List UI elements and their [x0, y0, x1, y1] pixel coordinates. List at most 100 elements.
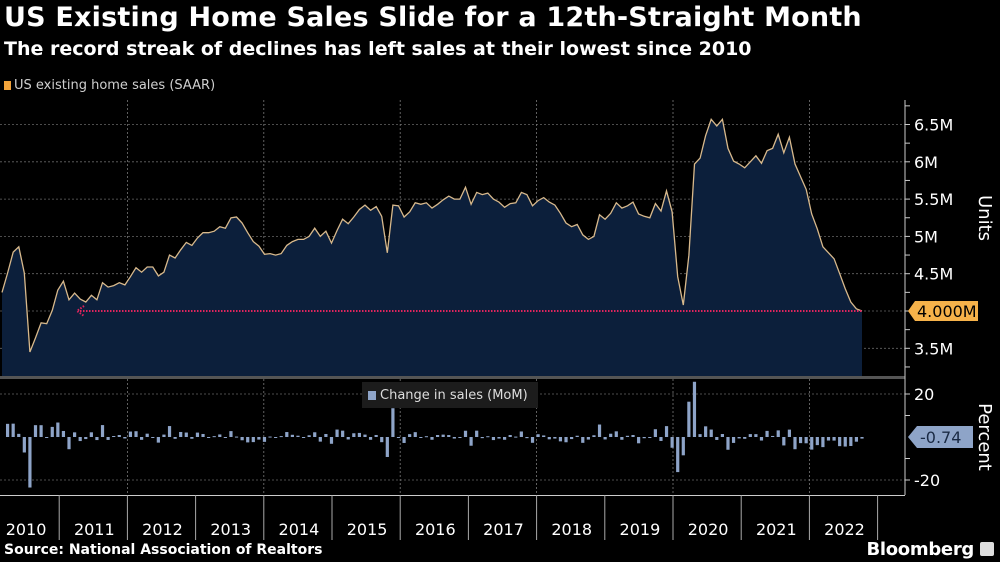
mom-bar — [50, 426, 54, 437]
mom-bar — [313, 432, 317, 437]
mom-bar — [385, 437, 389, 457]
axes: 3.5M 4.5M 5M 5.5M 6M 6.5M 4.000M Units -20 20 -0.7… — [0, 100, 995, 540]
mom-bar — [815, 437, 819, 446]
mom-bar — [737, 437, 741, 439]
y-tick-label: -20 — [914, 471, 940, 490]
mom-bar — [681, 437, 685, 456]
mom-bar — [11, 423, 15, 437]
mom-bar — [156, 437, 160, 443]
mom-bar — [179, 431, 183, 437]
mom-bar — [441, 434, 445, 437]
mom-bar — [558, 437, 563, 442]
mom-bar — [374, 434, 378, 437]
mom-bar — [100, 425, 105, 437]
mom-bar — [140, 437, 144, 440]
mom-bar — [33, 425, 38, 437]
mom-bar — [491, 437, 496, 441]
mom-bar — [676, 437, 680, 473]
mom-bar — [609, 433, 613, 437]
mom-bar — [502, 437, 507, 440]
mom-bar — [715, 437, 719, 440]
mom-bar — [497, 437, 501, 439]
y-tick-label: 6M — [914, 153, 938, 172]
mom-bar — [28, 437, 32, 488]
y-axis-title-percent: Percent — [974, 403, 995, 471]
mom-bar — [95, 437, 99, 441]
mom-bar — [731, 437, 736, 443]
mom-last-value-label: -0.74 — [920, 428, 961, 447]
mom-bar — [240, 437, 244, 441]
mom-bar — [570, 437, 574, 440]
mom-bar — [190, 437, 194, 439]
mom-bar — [793, 437, 797, 450]
legend-label: US existing home sales (SAAR) — [14, 78, 216, 93]
mom-bar — [223, 437, 227, 438]
mom-bar — [765, 430, 769, 437]
sales-area — [2, 119, 862, 377]
legend-swatch-orange — [4, 81, 11, 90]
mom-bar — [402, 437, 406, 443]
mom-bar — [134, 431, 138, 437]
x-tick-label: 2011 — [74, 520, 115, 539]
mom-bar — [838, 437, 842, 447]
mom-bar — [352, 433, 356, 437]
mom-bar — [508, 435, 512, 437]
mom-bar — [167, 426, 172, 437]
mom-bar — [530, 437, 535, 443]
mom-bar — [285, 432, 289, 437]
mom-bar — [664, 426, 669, 437]
mom-bar — [575, 435, 579, 437]
mom-bar — [257, 437, 261, 440]
legend-mom: Change in sales (MoM) — [362, 382, 538, 408]
mom-bar — [826, 437, 831, 441]
mom-bar — [597, 424, 602, 437]
reference-line-4m — [75, 305, 862, 317]
mom-bar — [553, 437, 557, 439]
y-tick-label: 4.5M — [914, 265, 953, 284]
y-tick-label: 5M — [914, 227, 938, 246]
mom-bar — [218, 434, 222, 437]
x-tick-label: 2017 — [483, 520, 524, 539]
mom-bar — [798, 437, 803, 444]
y-tick-label: 5.5M — [914, 190, 953, 209]
mom-bar — [346, 437, 350, 440]
mom-bar — [704, 426, 708, 437]
mom-bar — [759, 437, 764, 441]
mom-bar — [804, 437, 808, 444]
mom-bar — [726, 437, 730, 450]
mom-bar — [396, 437, 401, 438]
mom-bar — [475, 430, 479, 437]
mom-bar — [687, 401, 691, 437]
mom-bar — [296, 435, 300, 437]
mom-bar — [67, 437, 71, 450]
mom-bar — [45, 437, 49, 438]
mom-bar — [145, 433, 149, 437]
mom-bar — [22, 437, 26, 453]
mom-bar — [318, 437, 322, 442]
mom-bar — [642, 437, 646, 439]
mom-bar — [324, 433, 328, 437]
x-tick-label: 2014 — [279, 520, 320, 539]
x-tick-label: 2013 — [210, 520, 251, 539]
x-tick-label: 2019 — [620, 520, 661, 539]
mom-bar — [335, 429, 339, 437]
mom-bar — [301, 437, 306, 438]
y-tick-label: 6.5M — [914, 116, 953, 135]
mom-bar — [128, 431, 133, 437]
legend-swatch-blue — [368, 390, 376, 400]
mom-bar — [458, 437, 462, 438]
mom-bar — [268, 436, 272, 438]
chart-subtitle: The record streak of declines has left s… — [4, 38, 752, 60]
mom-bar — [787, 429, 792, 437]
mom-bars — [5, 381, 864, 488]
mom-bar — [195, 432, 200, 437]
y-axis-title: Units — [974, 195, 995, 241]
mom-bar — [391, 408, 395, 437]
y-tick-label: 3.5M — [914, 339, 953, 358]
mom-bar — [17, 433, 21, 437]
mom-bar — [821, 437, 825, 448]
mom-bar — [229, 431, 233, 437]
mom-bar — [810, 437, 814, 450]
mom-bar — [234, 436, 239, 438]
